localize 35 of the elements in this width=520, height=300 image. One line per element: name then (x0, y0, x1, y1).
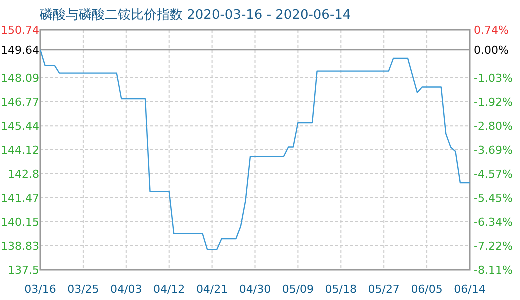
x-tick-label: 06/05 (411, 283, 443, 296)
y-tick-label: 140.15 (1, 216, 40, 229)
y2-tick-label: -7.22% (474, 240, 513, 253)
y-tick-label: 144.12 (1, 144, 40, 157)
y2-tick-label: 0.74% (474, 24, 509, 37)
y-tick-label: 137.5 (8, 264, 40, 277)
y2-tick-label: -3.69% (474, 144, 513, 158)
x-tick-label: 05/09 (282, 283, 314, 296)
y-tick-label: 141.47 (1, 192, 40, 206)
x-tick-label: 05/27 (368, 283, 400, 296)
y-tick-label: 148.09 (1, 72, 40, 86)
chart-title: 磷酸与磷酸二铵比价指数 2020-03-16 - 2020-06-14 (39, 8, 352, 23)
y-tick-label: 138.83 (1, 240, 40, 253)
y-tick-label: 150.74 (1, 24, 40, 37)
x-tick-label: 03/25 (68, 283, 100, 296)
x-tick-label: 04/03 (110, 283, 142, 296)
y2-tick-label: -5.45% (474, 192, 513, 205)
x-tick-label: 06/14 (454, 283, 486, 296)
y-tick-label: 146.77 (1, 96, 40, 109)
y-tick-label: 145.44 (1, 120, 40, 134)
x-tick-label: 04/30 (239, 283, 272, 296)
y2-tick-label: 0.00% (474, 44, 509, 58)
x-tick-label: 03/16 (24, 283, 56, 296)
y-tick-label: 149.64 (1, 44, 40, 57)
y2-tick-label: -6.34% (474, 216, 513, 229)
y2-tick-label: -1.03% (474, 72, 513, 85)
y2-tick-label: -2.80% (474, 120, 513, 133)
y2-tick-label: -4.57% (474, 168, 513, 181)
x-tick-label: 04/21 (196, 283, 228, 296)
x-tick-label: 05/18 (325, 283, 357, 296)
y2-tick-label: -8.11% (474, 264, 513, 277)
y-tick-label: 142.8 (8, 168, 40, 181)
line-series (40, 49, 471, 250)
x-tick-label: 04/12 (154, 283, 186, 296)
y2-tick-label: -1.92% (474, 96, 513, 110)
